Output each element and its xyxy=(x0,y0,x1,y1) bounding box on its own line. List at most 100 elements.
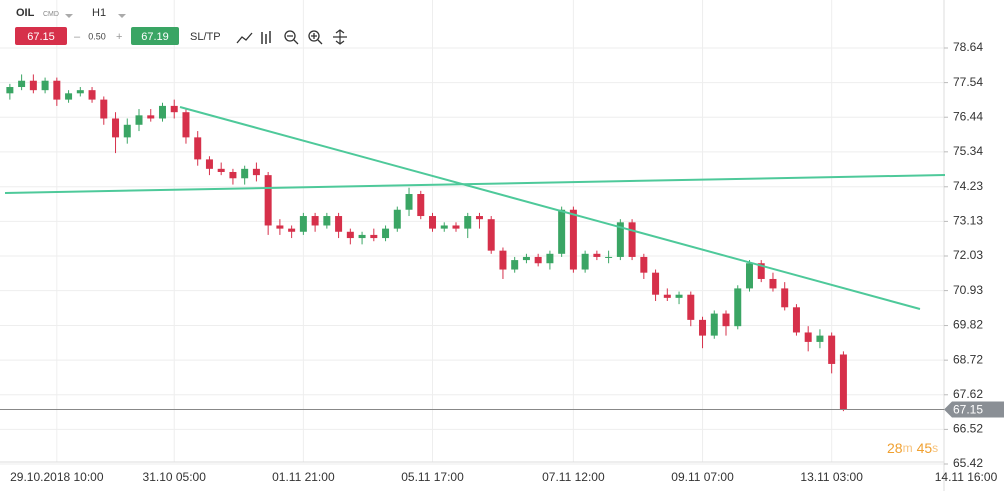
y-tick-label: 77.54 xyxy=(953,75,983,89)
candle-body xyxy=(264,175,272,226)
dropdown-icon[interactable] xyxy=(118,14,126,18)
candle-body xyxy=(100,99,108,119)
y-tick-label: 68.72 xyxy=(953,352,983,366)
minus[interactable]: – xyxy=(74,31,81,43)
candle-body xyxy=(299,216,307,232)
candle-body xyxy=(546,253,554,264)
candle-body xyxy=(499,250,507,270)
candle-body xyxy=(18,80,26,88)
sltp[interactable]: SL/TP xyxy=(190,31,221,43)
countdown-unit: m xyxy=(903,441,913,455)
y-tick-label: 69.82 xyxy=(953,318,983,332)
candle-body xyxy=(593,253,601,257)
candle-body xyxy=(581,253,589,270)
candle-body xyxy=(616,222,624,257)
buy-price[interactable]: 67.19 xyxy=(141,31,169,43)
candle-body xyxy=(112,118,120,138)
candle-body xyxy=(663,294,671,298)
sell-button[interactable] xyxy=(15,27,67,45)
candle-body xyxy=(452,225,460,229)
candle-body xyxy=(76,90,84,94)
candle-body xyxy=(182,112,190,138)
candle-body xyxy=(346,231,354,239)
candle-body xyxy=(241,168,249,179)
candle-body xyxy=(487,219,495,251)
y-tick-label: 73.13 xyxy=(953,214,983,228)
candle-body xyxy=(41,80,49,91)
candle-body xyxy=(358,234,366,239)
candle-body xyxy=(29,80,37,91)
candle-body xyxy=(323,216,331,226)
y-tick-label: 70.93 xyxy=(953,283,983,297)
trendline[interactable] xyxy=(4,174,946,194)
candle-body xyxy=(405,194,413,210)
candle-body xyxy=(429,216,437,229)
candle-body xyxy=(370,234,378,239)
zoom-out[interactable] xyxy=(284,30,296,42)
candle-body xyxy=(675,294,683,298)
countdown: 28m 45s xyxy=(887,440,938,456)
candle-body xyxy=(628,222,636,257)
y-tick-label: 72.03 xyxy=(953,248,983,262)
candles xyxy=(6,74,847,412)
candle-body xyxy=(217,168,225,172)
candle-body xyxy=(475,216,483,220)
x-tick-label: 13.11 03:00 xyxy=(800,470,863,484)
interval[interactable]: H1 xyxy=(92,7,106,19)
x-tick-label: 31.10 05:00 xyxy=(143,470,207,484)
candle-body xyxy=(276,225,284,229)
y-tick-label: 65.42 xyxy=(953,456,983,470)
sell-price[interactable]: 67.15 xyxy=(27,31,55,43)
candle-icon[interactable] xyxy=(261,31,271,44)
y-tick-label: 67.62 xyxy=(953,387,983,401)
candle-body xyxy=(417,194,425,217)
candle-body xyxy=(640,256,648,273)
candle-body xyxy=(734,288,742,327)
x-tick-label: 09.11 07:00 xyxy=(671,470,734,484)
last-price-label: 67.15 xyxy=(953,403,983,417)
zoom-in[interactable] xyxy=(308,30,320,42)
y-tick-label: 66.52 xyxy=(953,422,983,436)
candle-body xyxy=(757,263,765,279)
candle-body xyxy=(170,105,178,113)
x-tick-label: 05.11 17:00 xyxy=(401,470,464,484)
candle-body xyxy=(792,307,800,333)
zoom-in-icon xyxy=(311,33,323,45)
plus[interactable]: + xyxy=(116,31,122,43)
candle-body xyxy=(769,278,777,289)
candle-body xyxy=(194,137,202,160)
countdown-unit: s xyxy=(932,441,938,455)
candle-body xyxy=(710,313,718,336)
candle-body xyxy=(828,335,836,364)
candle-body xyxy=(288,228,296,232)
market: CMD xyxy=(43,11,59,18)
dropdown-icon[interactable] xyxy=(65,14,73,18)
x-tick-label: 14.11 16:00 xyxy=(935,470,998,484)
candle-body xyxy=(522,256,530,261)
trendline[interactable] xyxy=(179,106,921,310)
line-icon[interactable] xyxy=(236,32,253,44)
candle-body xyxy=(569,209,577,270)
buy-button[interactable] xyxy=(131,27,179,45)
symbol[interactable]: OIL xyxy=(16,7,35,19)
candle-body xyxy=(699,319,707,336)
candle-body xyxy=(158,105,166,119)
candle-body xyxy=(652,272,660,295)
move-icon[interactable] xyxy=(333,29,347,45)
candle-body xyxy=(65,93,73,100)
countdown-seconds: 45 xyxy=(917,440,933,456)
candle-body xyxy=(722,313,730,327)
candle-body xyxy=(6,87,14,94)
y-tick-label: 78.64 xyxy=(953,40,983,54)
y-tick-label: 74.23 xyxy=(953,179,983,193)
y-tick-label: 76.44 xyxy=(953,109,983,123)
spread: 0.50 xyxy=(88,31,106,41)
candle-body xyxy=(229,171,237,179)
y-tick-label: 75.34 xyxy=(953,144,983,158)
candle-body xyxy=(745,263,753,289)
candle-body xyxy=(440,225,448,229)
countdown-minutes: 28 xyxy=(887,440,903,456)
x-tick-label: 29.10.2018 10:00 xyxy=(10,470,104,484)
candle-body xyxy=(605,256,613,258)
